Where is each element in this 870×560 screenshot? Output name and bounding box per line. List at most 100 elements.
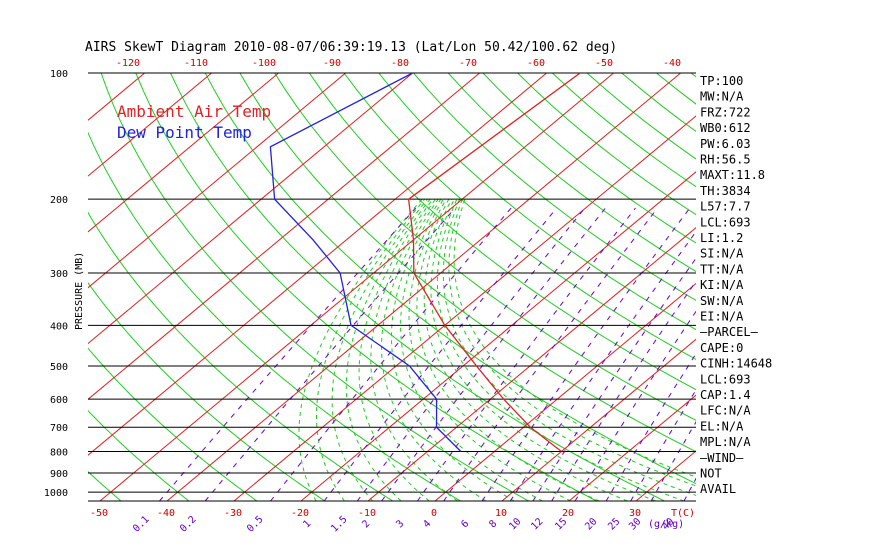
dry-adiabat-line — [656, 73, 696, 105]
plot-area — [0, 73, 870, 501]
mixing-ratio-label: 10 — [507, 516, 523, 532]
dry-adiabat-line — [413, 73, 696, 301]
moist-adiabat-line — [298, 198, 423, 501]
isotherm-line — [0, 73, 11, 501]
stat-item: EI:N/A — [700, 310, 744, 324]
dry-adiabat-line — [88, 282, 326, 501]
stat-item: EL:N/A — [700, 419, 744, 433]
moist-adiabat-line — [345, 198, 431, 501]
mixing-ratio-line — [509, 230, 696, 501]
mixing-ratio-label: 12 — [529, 516, 545, 532]
stat-item: AVAIL — [700, 482, 736, 496]
isotherm-line — [88, 73, 212, 177]
pressure-tick-label: 300 — [50, 269, 68, 280]
temperature-tick-label: -30 — [224, 508, 242, 519]
stat-item: CAPE:0 — [700, 341, 743, 355]
mixing-ratio-label: 6 — [459, 518, 471, 530]
moist-adiabat-line — [423, 198, 628, 501]
temperature-tick-label: -20 — [291, 508, 309, 519]
moist-adiabat-line — [453, 199, 696, 478]
stat-item: CINH:14648 — [700, 357, 772, 371]
stat-item: LCL:693 — [700, 372, 751, 386]
top-axis-tick-label: -60 — [527, 58, 545, 69]
mixing-ratio-line — [159, 207, 417, 501]
top-axis-tick-label: -40 — [663, 58, 681, 69]
mixing-ratio-label: 25 — [606, 516, 622, 532]
mixing-ratio-label: 0.5 — [245, 514, 266, 535]
moist-adiabat-line — [370, 198, 458, 501]
mixing-ratio-labels: 0.1 0.2 0.5 1 1.5 2 3 4 6 8 10 12 15 20 25 30 40 — [131, 514, 676, 535]
mixing-ratio-label: 4 — [421, 518, 433, 530]
mixing-ratio-label: 8 — [487, 518, 499, 530]
stat-item: KI:N/A — [700, 278, 744, 292]
dry-adiabat-line — [88, 470, 122, 501]
isotherm-line — [501, 338, 696, 501]
temperature-tick-label: 20 — [562, 508, 574, 519]
mixing-ratio-lines — [159, 207, 696, 501]
temperature-axis-ticks: -50 -40 -30 -20 -10 0 10 20 30 — [88, 500, 696, 519]
isotherm-line — [88, 73, 480, 400]
stat-item: CAP:1.4 — [700, 388, 751, 402]
stat-item: LFC:N/A — [700, 404, 751, 418]
dry-adiabat-line — [761, 73, 870, 501]
pressure-tick-label: 1000 — [44, 488, 68, 499]
temperature-tick-label: -10 — [358, 508, 376, 519]
mixing-ratio-line — [443, 207, 658, 501]
moist-adiabats — [298, 198, 696, 501]
isotherm-line — [568, 394, 696, 501]
mixing-ratio-line — [481, 207, 691, 501]
pressure-tick-label: 200 — [50, 195, 68, 206]
mixing-ratio-unit: (g/kg) — [648, 519, 684, 530]
mixing-ratio-label: 1.5 — [329, 514, 350, 535]
dry-adiabat-line — [239, 73, 696, 453]
temperature-profile-line — [407, 73, 581, 453]
isotherm-line — [166, 73, 681, 501]
moist-adiabat-line — [316, 198, 426, 501]
chart-title: AIRS SkewT Diagram 2010-08-07/06:39:19.1… — [85, 40, 617, 55]
dry-adiabat-line — [830, 73, 870, 501]
pressure-axis-ticks: 100 200 300 400 500 600 700 800 900 1000 — [44, 69, 68, 499]
isotherm-line — [0, 73, 78, 501]
mixing-ratio-line — [323, 207, 558, 501]
dry-adiabat-line — [343, 73, 696, 360]
legend-dew-point-temp: Dew Point Temp — [117, 123, 252, 142]
profiles — [269, 73, 581, 453]
dry-adiabat-line — [447, 73, 696, 273]
moist-adiabat-line — [416, 198, 600, 501]
stat-item: TP:100 — [700, 74, 743, 88]
stat-item: TT:N/A — [700, 262, 744, 276]
temperature-axis-unit: T(C) — [671, 508, 695, 519]
isotherms — [0, 73, 870, 501]
isotherm-line — [88, 73, 413, 345]
moist-adiabat-line — [390, 198, 515, 501]
stat-item: TH:3834 — [700, 184, 751, 198]
stat-item: PW:6.03 — [700, 137, 751, 151]
dry-adiabat-line — [378, 73, 696, 331]
moist-adiabat-line — [436, 199, 685, 501]
mixing-ratio-line — [551, 280, 696, 501]
pressure-tick-label: 100 — [50, 69, 68, 80]
moist-adiabat-line — [400, 198, 543, 501]
isotherm-line — [88, 73, 346, 289]
isotherm-line — [837, 73, 870, 501]
top-axis-tick-label: -70 — [459, 58, 477, 69]
dry-adiabat-line — [795, 73, 870, 501]
stat-item: LI:1.2 — [700, 231, 743, 245]
isobars — [88, 73, 696, 493]
isotherm-line — [99, 73, 614, 501]
top-axis-tick-label: -110 — [184, 58, 208, 69]
dry-adiabat-line — [482, 73, 696, 244]
stat-item: –PARCEL– — [700, 325, 759, 339]
dry-adiabat-line — [100, 73, 529, 501]
mixing-ratio-line — [270, 207, 512, 501]
pressure-tick-label: 500 — [50, 362, 68, 373]
mixing-ratio-line — [416, 207, 636, 501]
pressure-tick-label: 800 — [50, 448, 68, 459]
isotherm-line — [367, 227, 696, 501]
stat-item: LCL:693 — [700, 215, 751, 229]
stat-item: NOT — [700, 467, 722, 481]
stat-item: MAXT:11.8 — [700, 168, 765, 182]
temperature-tick-label: -40 — [157, 508, 175, 519]
